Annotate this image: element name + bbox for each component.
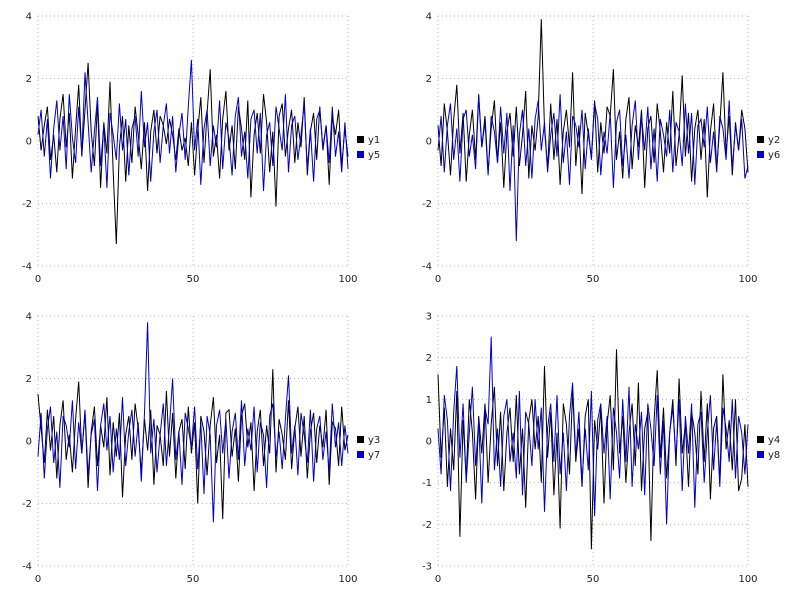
x-tick-label: 0 [35,274,41,285]
y-tick-label: -2 [422,520,432,531]
legend-label-y6: y6 [768,150,780,161]
x-tick-label: 50 [587,274,600,285]
x-tick-label: 100 [738,574,757,585]
legend-label-y1: y1 [368,135,380,146]
y-tick-label: -3 [422,562,432,573]
legend-label-y4: y4 [768,435,780,446]
series-line-y6 [437,94,749,242]
legend-swatch-y1 [357,136,364,143]
legend-label-y8: y8 [768,450,780,461]
y-tick-label: 0 [426,137,432,148]
line-chart: -3 -2 -1 0 1 2 3 0 50 100 y4 y8 [422,312,780,586]
y-tick-label: 4 [26,12,32,23]
x-tick-label: 100 [338,574,357,585]
y-tick-label: 0 [26,137,32,148]
y-tick-label: -2 [422,199,432,210]
y-tick-label: -4 [22,562,32,573]
legend-label-y3: y3 [368,435,380,446]
y-tick-label: 2 [426,353,432,364]
legend-label-y7: y7 [368,450,380,461]
y-tick-label: 4 [26,312,32,323]
y-tick-label: 4 [426,12,432,23]
x-tick-label: 0 [435,574,441,585]
y-tick-label: -2 [22,499,32,510]
y-tick-label: -1 [422,478,432,489]
series-line-y5 [37,59,349,192]
legend-swatch-y2 [757,136,764,143]
x-tick-label: 50 [187,274,200,285]
legend-swatch-y8 [757,451,764,458]
chart-panel-y1-y5: -4 -2 0 2 4 0 50 100 y1 y5 [0,0,400,300]
x-tick-label: 100 [338,274,357,285]
chart-panel-y4-y8: -3 -2 -1 0 1 2 3 0 50 100 y4 y8 [400,300,800,600]
y-tick-label: 0 [26,437,32,448]
y-tick-label: 3 [426,312,432,323]
y-tick-label: 2 [26,74,32,85]
y-tick-label: -4 [22,262,32,273]
line-chart: -4 -2 0 2 4 0 50 100 y1 y5 [22,12,380,286]
x-tick-label: 0 [435,274,441,285]
line-chart: -4 -2 0 2 4 0 50 100 y2 y6 [422,12,780,286]
series-line-y8 [437,336,749,525]
x-tick-label: 50 [187,574,200,585]
legend-swatch-y5 [357,151,364,158]
legend-swatch-y6 [757,151,764,158]
line-chart: -4 -2 0 2 4 0 50 100 y3 y7 [22,312,380,586]
y-tick-label: 2 [26,374,32,385]
legend-swatch-y7 [357,451,364,458]
legend-swatch-y4 [757,436,764,443]
y-tick-label: 1 [426,395,432,406]
y-tick-label: -4 [422,262,432,273]
legend-label-y2: y2 [768,135,780,146]
series-line-y7 [37,322,349,523]
x-tick-label: 50 [587,574,600,585]
y-tick-label: 0 [426,437,432,448]
x-tick-label: 100 [738,274,757,285]
y-tick-label: 2 [426,74,432,85]
chart-panel-y3-y7: -4 -2 0 2 4 0 50 100 y3 y7 [0,300,400,600]
x-tick-label: 0 [35,574,41,585]
legend-swatch-y3 [357,436,364,443]
legend-label-y5: y5 [368,150,380,161]
y-tick-label: -2 [22,199,32,210]
chart-panel-y2-y6: -4 -2 0 2 4 0 50 100 y2 y6 [400,0,800,300]
